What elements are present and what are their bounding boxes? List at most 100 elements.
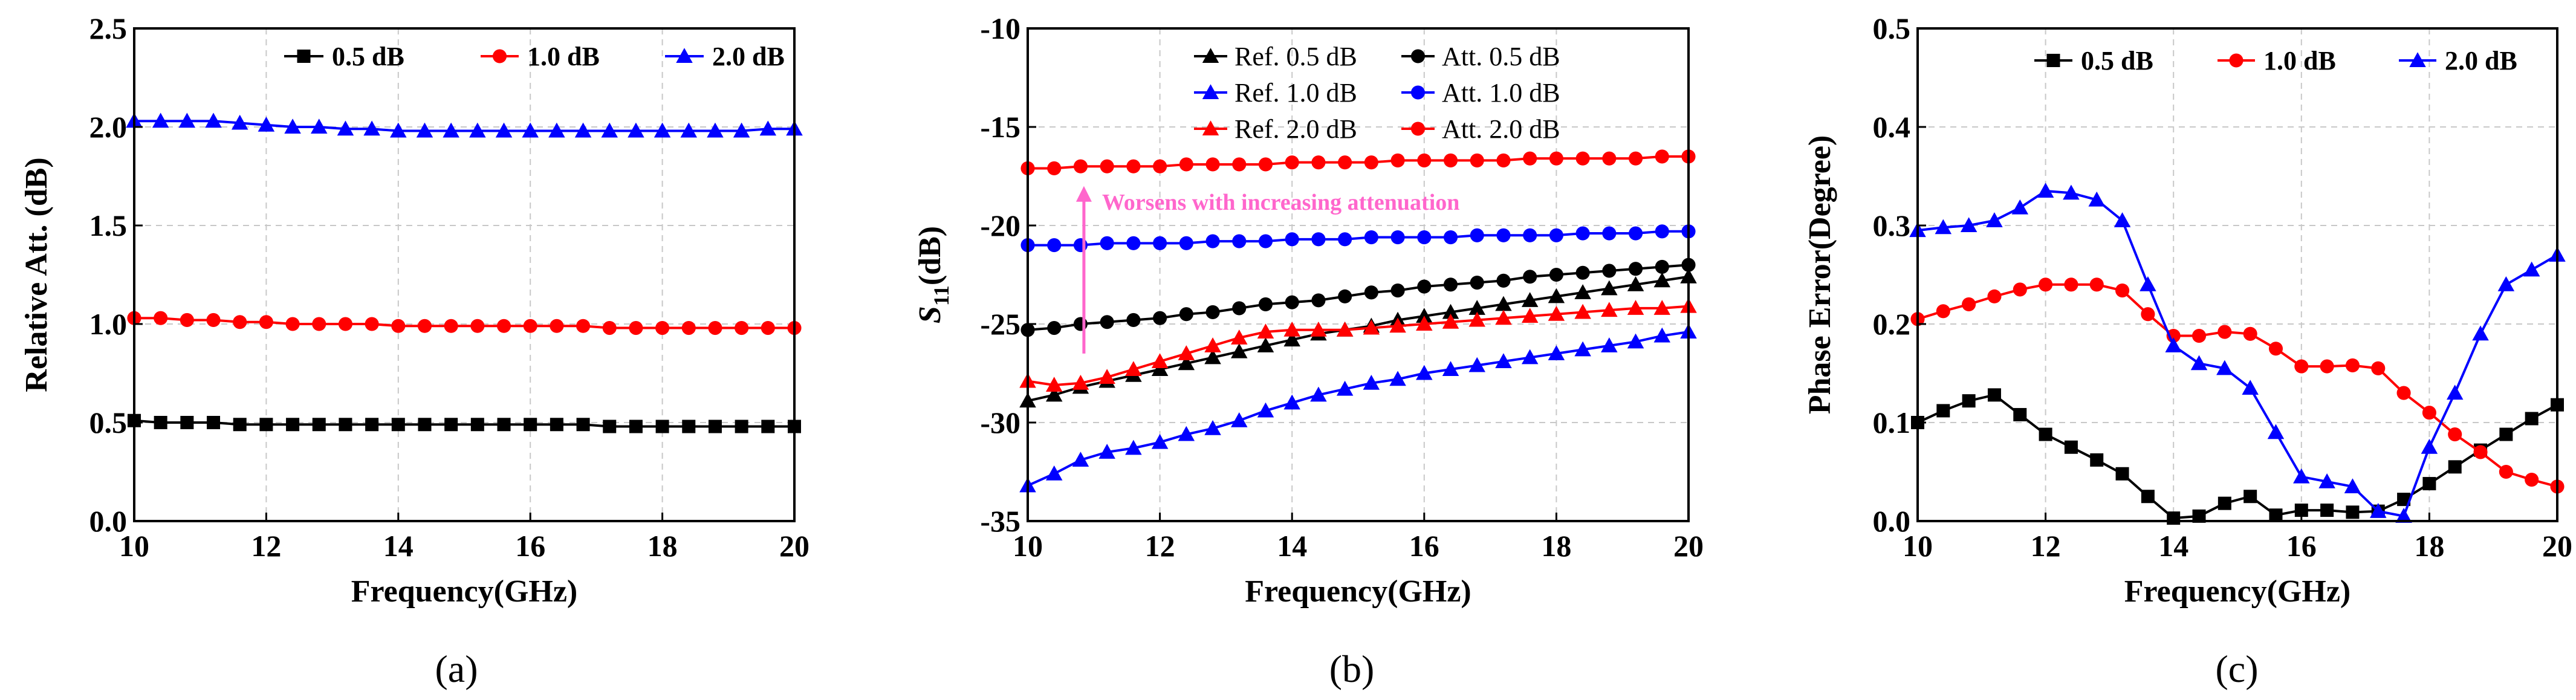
data-point-b-2-19 — [1521, 349, 1539, 365]
y-axis-label: S11(dB) — [913, 226, 953, 323]
data-point-b-5-11 — [1311, 155, 1326, 170]
y-tick-label: 0.0 — [89, 504, 128, 538]
legend-marker — [2046, 54, 2060, 67]
data-point-b-5-20 — [1549, 151, 1563, 166]
data-point-c-2-11 — [2190, 355, 2208, 371]
panel-caption: (c) — [2215, 647, 2258, 690]
y-tick-label: 0.5 — [1873, 11, 1911, 45]
data-point-a-2-12 — [443, 122, 459, 138]
legend-label: 0.5 dB — [332, 42, 404, 71]
data-point-a-1-3 — [206, 313, 221, 328]
data-point-a-1-1 — [154, 311, 168, 325]
data-point-a-0-21 — [682, 420, 696, 433]
data-point-b-3-6 — [1179, 236, 1193, 250]
data-point-a-1-11 — [417, 319, 432, 333]
data-point-a-2-20 — [654, 122, 671, 138]
data-point-b-4-18 — [1495, 309, 1512, 325]
data-point-a-2-6 — [284, 118, 301, 134]
data-point-a-0-19 — [629, 420, 643, 433]
series-line-c-1 — [1917, 283, 2558, 488]
data-point-c-1-9 — [2141, 307, 2155, 322]
data-point-a-0-1 — [154, 416, 167, 429]
y-tick-label: 0.4 — [1873, 110, 1911, 144]
data-point-b-2-10 — [1283, 394, 1300, 410]
chart-panel-b: 10 12 14 16 18 20 -35 -30 -25 -20 -15 -10 Frequency(… — [913, 11, 1704, 690]
data-point-a-2-21 — [680, 122, 698, 138]
data-point-c-1-8 — [2115, 284, 2130, 298]
data-point-b-0-17 — [1468, 300, 1485, 315]
data-point-a-0-18 — [603, 420, 617, 433]
data-point-b-4-14 — [1389, 317, 1406, 333]
data-point-b-2-6 — [1178, 426, 1195, 441]
x-tick-label: 16 — [515, 529, 545, 563]
data-point-b-5-16 — [1443, 153, 1458, 167]
data-point-c-1-5 — [2039, 277, 2053, 292]
data-point-a-1-12 — [444, 319, 458, 333]
data-point-b-1-6 — [1179, 307, 1193, 322]
data-point-a-0-16 — [550, 418, 563, 432]
data-point-c-1-21 — [2448, 427, 2462, 442]
data-point-b-1-1 — [1047, 320, 1062, 335]
data-point-b-2-15 — [1416, 365, 1433, 380]
data-point-c-2-21 — [2446, 384, 2464, 400]
x-tick-label: 18 — [1541, 529, 1571, 563]
data-point-c-1-7 — [2089, 277, 2104, 292]
data-point-b-1-20 — [1549, 267, 1563, 282]
data-point-c-2-8 — [2114, 212, 2131, 227]
data-point-b-3-14 — [1390, 230, 1405, 245]
x-tick-label: 12 — [1145, 529, 1175, 563]
data-point-b-0-19 — [1521, 292, 1539, 307]
data-point-c-1-2 — [1962, 297, 1976, 311]
data-point-b-1-2 — [1073, 317, 1088, 331]
data-point-a-0-22 — [708, 420, 722, 433]
data-point-b-5-12 — [1338, 155, 1352, 170]
data-point-c-2-18 — [2370, 502, 2387, 518]
data-point-a-2-10 — [390, 122, 407, 138]
data-point-b-1-14 — [1390, 284, 1405, 298]
data-point-b-3-20 — [1549, 228, 1563, 242]
panel-caption: (a) — [435, 647, 478, 690]
data-point-b-2-8 — [1231, 412, 1248, 427]
data-point-a-0-13 — [470, 418, 484, 432]
data-point-c-0-1 — [1936, 404, 1950, 418]
data-point-b-4-19 — [1521, 308, 1539, 323]
data-point-b-1-13 — [1364, 285, 1378, 300]
legend-label: 1.0 dB — [2263, 46, 2336, 76]
data-point-c-0-17 — [2346, 505, 2360, 519]
legend-marker — [2229, 53, 2243, 68]
data-point-a-2-9 — [363, 120, 380, 136]
x-tick-label: 14 — [383, 529, 414, 563]
data-point-a-1-14 — [496, 319, 511, 333]
data-point-b-2-3 — [1098, 444, 1115, 459]
data-point-b-0-5 — [1151, 361, 1169, 376]
data-point-c-2-23 — [2497, 276, 2515, 291]
x-tick-label: 16 — [2286, 529, 2317, 563]
data-point-a-0-10 — [391, 418, 405, 432]
data-point-c-1-6 — [2064, 277, 2078, 292]
legend-label: 0.5 dB — [2081, 46, 2153, 76]
data-point-c-1-14 — [2268, 342, 2283, 356]
data-point-c-2-5 — [2037, 183, 2054, 198]
data-point-b-4-4 — [1125, 361, 1142, 376]
data-point-b-5-6 — [1179, 157, 1193, 172]
x-axis-label: Frequency(GHz) — [351, 574, 578, 609]
data-point-a-2-18 — [601, 122, 618, 138]
data-point-b-4-1 — [1045, 377, 1063, 392]
data-point-b-2-9 — [1257, 402, 1274, 418]
x-axis-label: Frequency(GHz) — [1245, 574, 1471, 609]
data-point-a-2-23 — [733, 122, 750, 138]
data-point-c-1-4 — [2013, 282, 2027, 297]
data-point-b-5-19 — [1523, 151, 1537, 166]
y-tick-label: -35 — [980, 504, 1020, 538]
data-point-b-1-17 — [1470, 275, 1484, 290]
data-point-a-0-2 — [180, 416, 194, 429]
legend-marker — [1202, 48, 1219, 63]
data-point-a-1-9 — [365, 317, 379, 331]
data-point-b-4-21 — [1574, 303, 1591, 319]
data-point-a-2-5 — [258, 116, 275, 132]
y-tick-label: 2.0 — [89, 110, 128, 144]
legend-label: Att. 0.5 dB — [1442, 42, 1560, 71]
data-point-b-1-12 — [1338, 289, 1352, 303]
